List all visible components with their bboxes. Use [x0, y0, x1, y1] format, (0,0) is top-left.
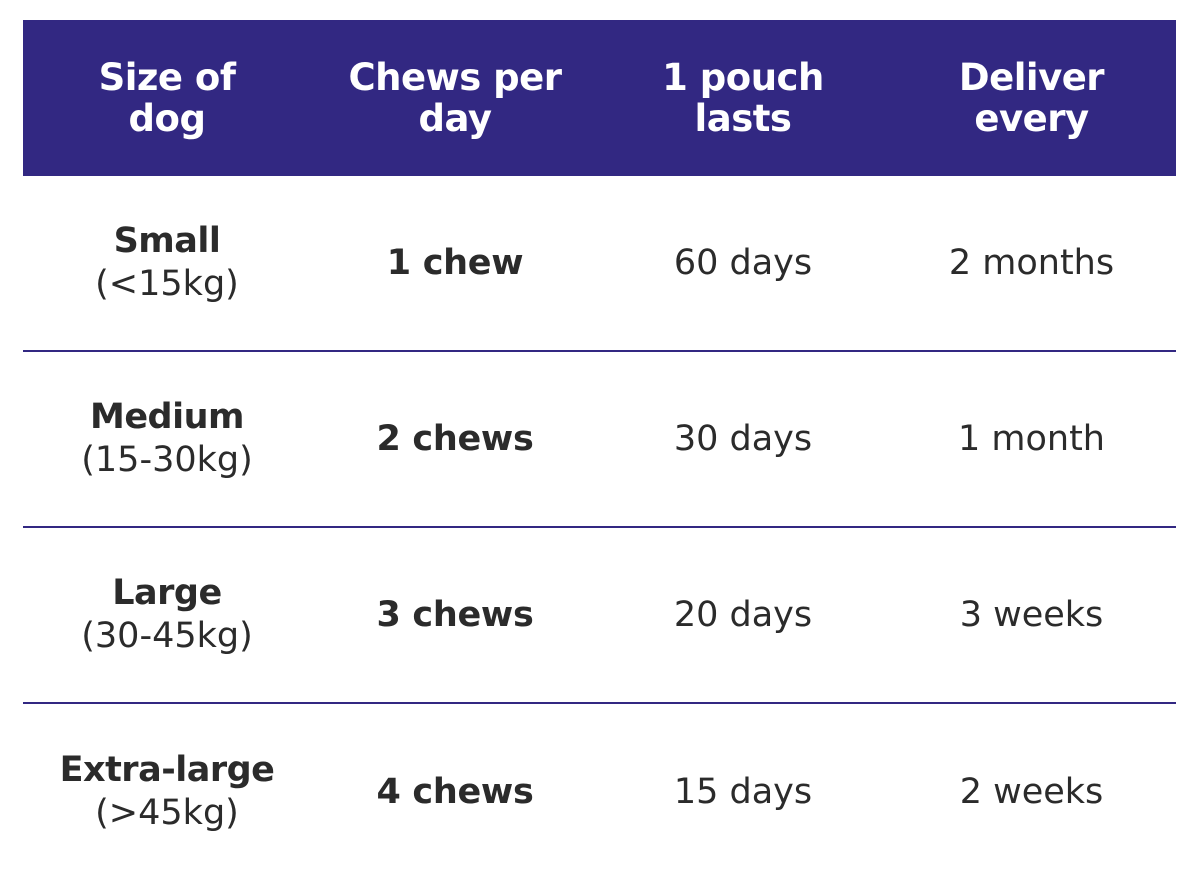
lasts-cell: 20 days: [673, 594, 813, 635]
size-cell: Extra-large (>45kg): [23, 704, 311, 880]
table-row: Large (30-45kg) 3 chews 20 days 3 weeks: [23, 528, 1176, 704]
chews-cell: 3 chews: [376, 594, 534, 635]
size-name: Large: [112, 573, 222, 613]
size-range: (>45kg): [95, 793, 239, 833]
size-range: (<15kg): [95, 264, 239, 304]
size-cell: Small (<15kg): [23, 176, 311, 350]
deliver-cell: 2 weeks: [959, 771, 1104, 812]
dosage-table: Size of dog Chews per day 1 pouch lasts …: [23, 20, 1176, 880]
size-range: (15-30kg): [81, 440, 253, 480]
lasts-cell: 60 days: [673, 242, 813, 283]
chews-cell: 1 chew: [386, 242, 524, 283]
chews-cell: 2 chews: [376, 418, 534, 459]
size-range: (30-45kg): [81, 616, 253, 656]
size-cell: Medium (15-30kg): [23, 352, 311, 526]
size-name: Medium: [89, 397, 245, 437]
deliver-cell: 3 weeks: [959, 594, 1104, 635]
table-row: Small (<15kg) 1 chew 60 days 2 months: [23, 176, 1176, 352]
header-size-of-dog: Size of dog: [98, 56, 236, 140]
deliver-cell: 1 month: [958, 418, 1105, 459]
header-deliver-every: Deliver every: [958, 56, 1105, 140]
header-pouch-lasts: 1 pouch lasts: [662, 56, 824, 140]
size-name: Extra-large: [59, 750, 275, 790]
table-row: Medium (15-30kg) 2 chews 30 days 1 month: [23, 352, 1176, 528]
lasts-cell: 15 days: [673, 771, 813, 812]
size-name: Small: [113, 221, 221, 261]
size-cell: Large (30-45kg): [23, 528, 311, 702]
deliver-cell: 2 months: [948, 242, 1115, 283]
table-row: Extra-large (>45kg) 4 chews 15 days 2 we…: [23, 704, 1176, 880]
table-header-row: Size of dog Chews per day 1 pouch lasts …: [23, 20, 1176, 176]
lasts-cell: 30 days: [673, 418, 813, 459]
chews-cell: 4 chews: [376, 771, 534, 812]
header-chews-per-day: Chews per day: [348, 56, 562, 140]
